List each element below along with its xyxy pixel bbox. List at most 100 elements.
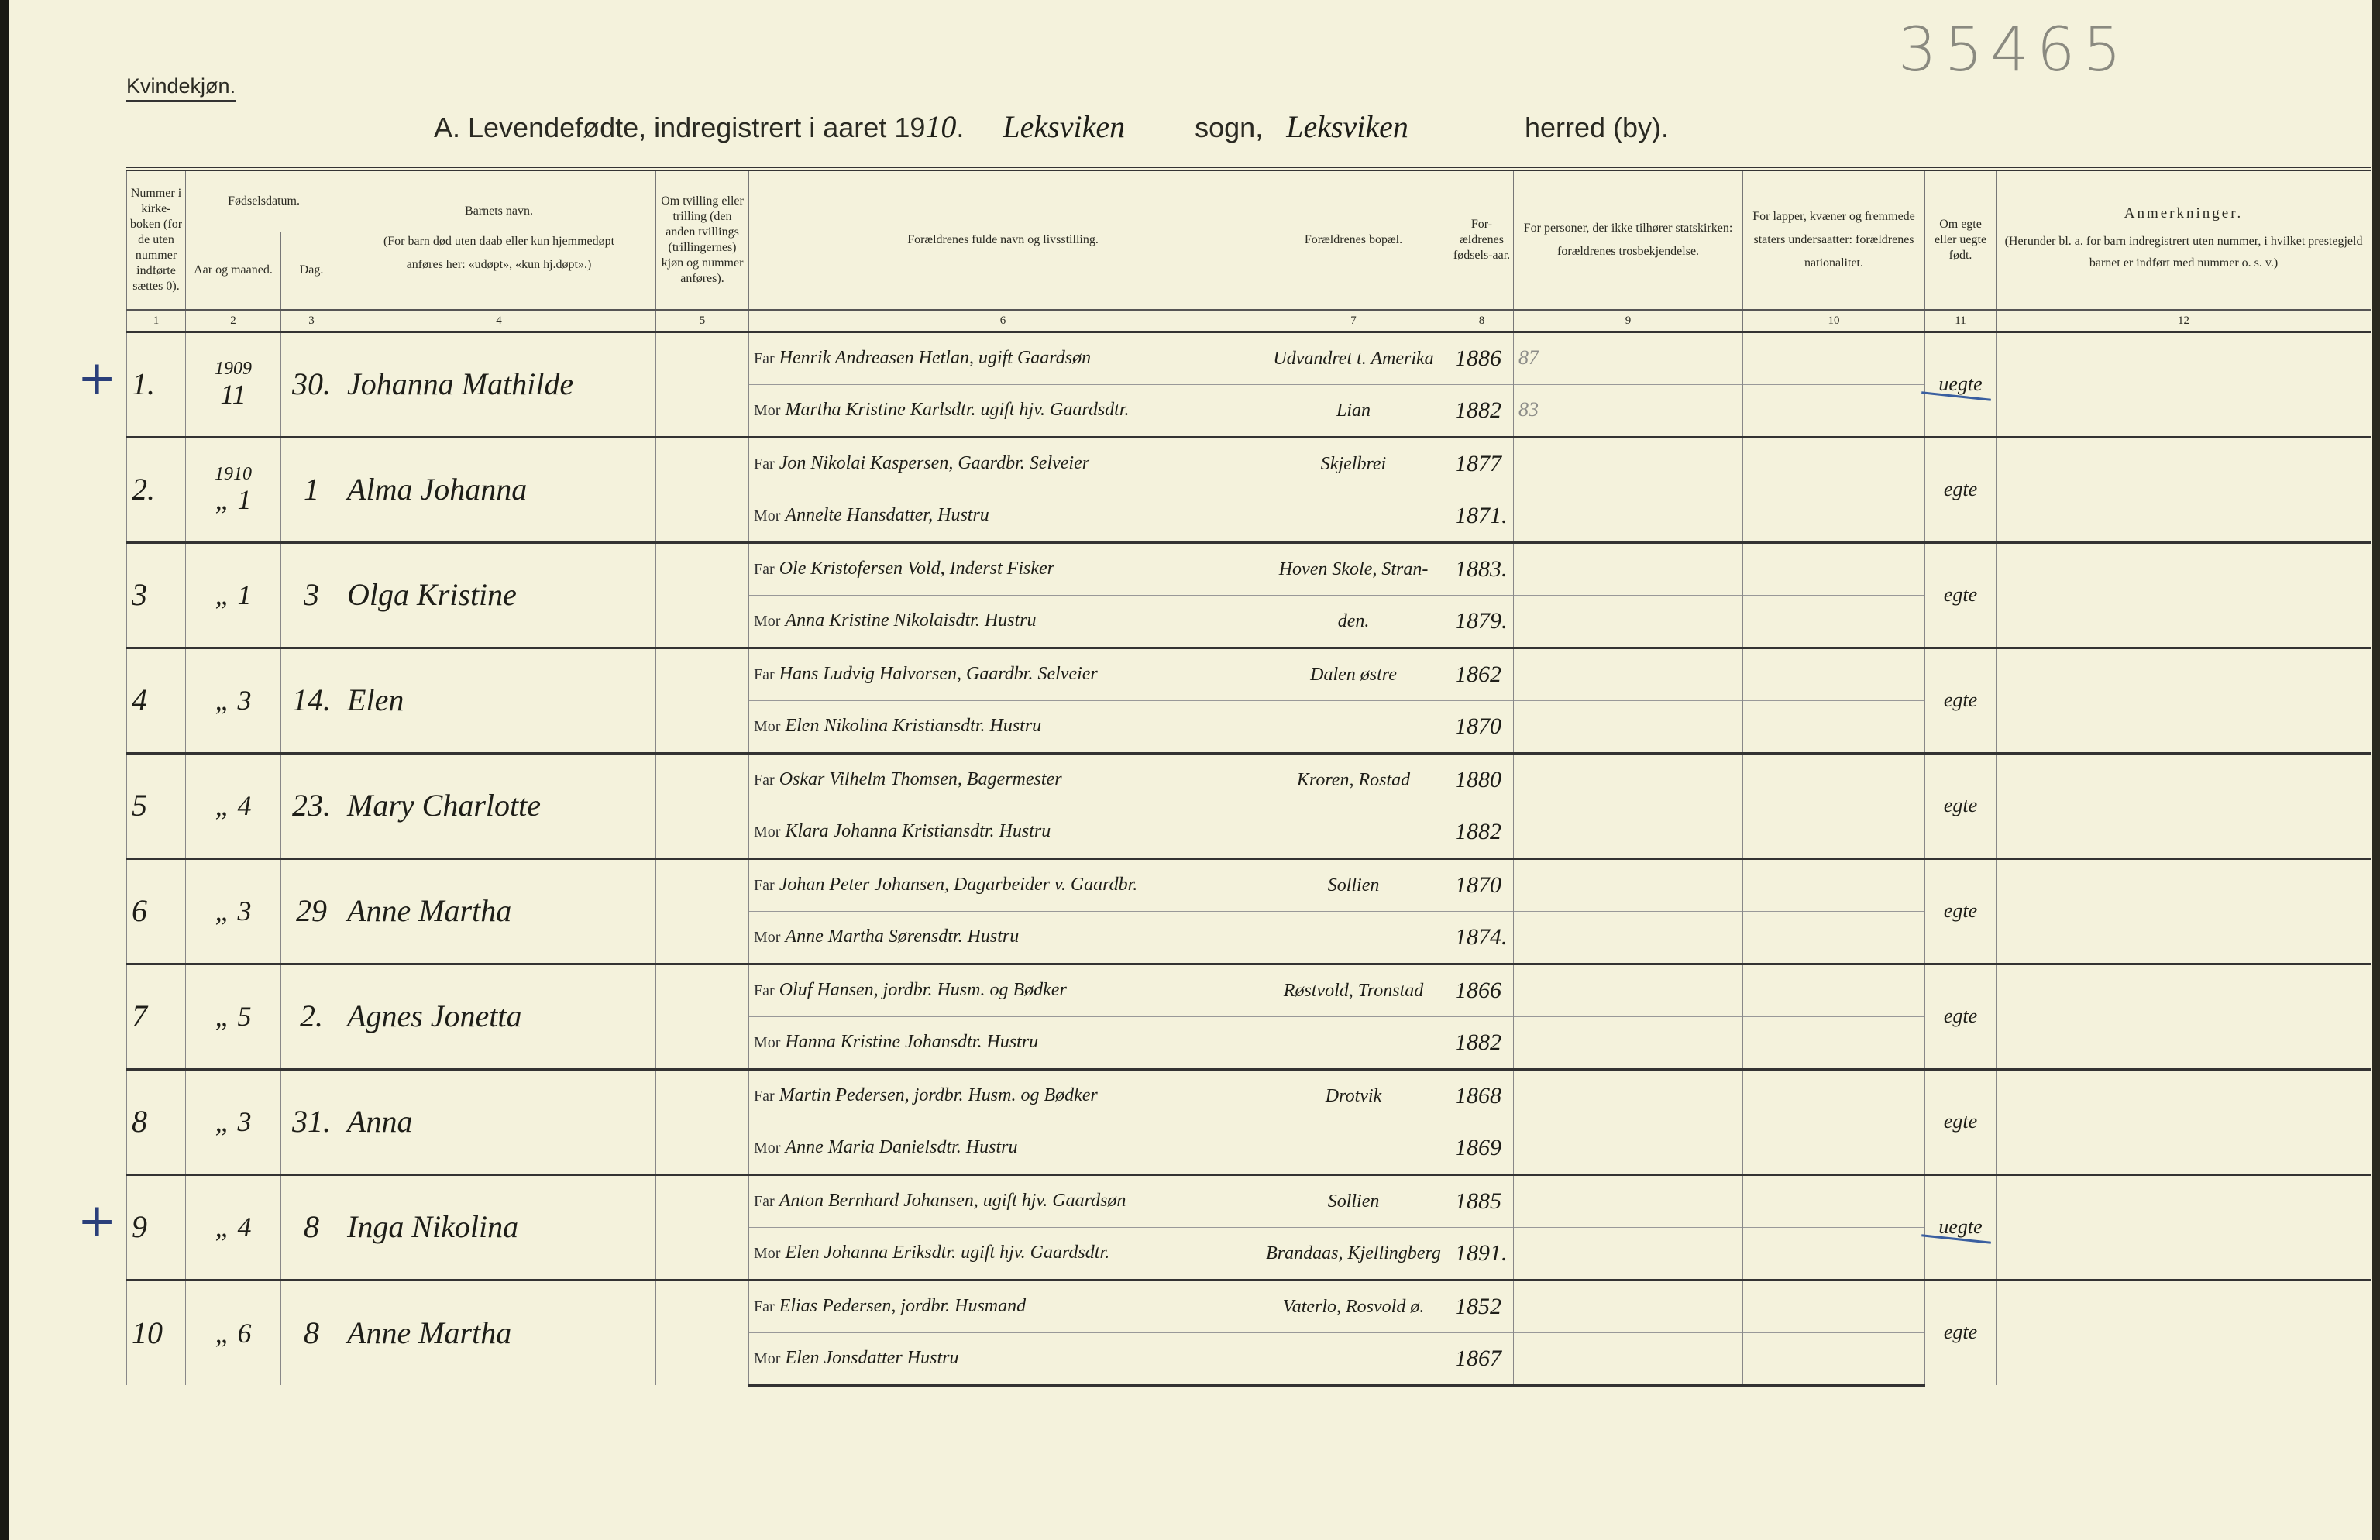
parent-father: Far Johan Peter Johansen, Dagarbeider v. … bbox=[748, 857, 1258, 911]
birth-month: „ 6 bbox=[215, 1317, 252, 1349]
religion-note bbox=[1513, 751, 1744, 806]
birth-month: „ 5 bbox=[215, 1001, 252, 1032]
religion-note bbox=[1513, 857, 1744, 911]
twin-info bbox=[655, 1278, 750, 1385]
legitimacy: uegte bbox=[1924, 330, 1997, 437]
page-title: A. Levendefødte, indregistrert i aaret 1… bbox=[434, 109, 1670, 144]
parent-residence: Drotvik bbox=[1257, 1067, 1451, 1122]
title-prefix: A. Levendefødte, indregistrert i aaret 1… bbox=[434, 112, 926, 143]
remarks bbox=[1996, 962, 2372, 1069]
parent-label: Mor bbox=[754, 929, 781, 946]
nationality bbox=[1742, 330, 1926, 384]
nationality bbox=[1742, 805, 1926, 858]
parish-label: sogn, bbox=[1195, 112, 1264, 143]
parent-name-occupation: Oluf Hansen, jordbr. Husm. og Bødker bbox=[779, 980, 1067, 1000]
parent-residence: Lian bbox=[1257, 383, 1451, 437]
remarks bbox=[1996, 330, 2372, 437]
col-remarks-header: Anmerkninger. (Herunder bl. a. for barn i… bbox=[1996, 167, 2372, 310]
parent-label: Mor bbox=[754, 507, 781, 524]
child-name: Johanna Mathilde bbox=[342, 330, 657, 437]
parent-father: Far Oluf Hansen, jordbr. Husm. og Bødker bbox=[748, 962, 1258, 1016]
parent-father: Far Hans Ludvig Halvorsen, Gaardbr. Selve… bbox=[748, 646, 1258, 700]
column-number: 1 bbox=[126, 308, 186, 332]
parent-father: Far Henrik Andreasen Hetlan, ugift Gaards… bbox=[748, 330, 1258, 384]
parent-mother: Mor Anne Martha Sørensdtr. Hustru bbox=[748, 910, 1258, 964]
parent-name-occupation: Elen Johanna Eriksdtr. ugift hjv. Gaards… bbox=[785, 1243, 1110, 1263]
parent-label: Far bbox=[754, 455, 775, 473]
parent-mother: Mor Elen Nikolina Kristiansdtr. Hustru bbox=[748, 700, 1258, 753]
parent-birth-year: 1886 bbox=[1450, 330, 1515, 384]
column-number: 2 bbox=[185, 308, 281, 332]
legitimacy: egte bbox=[1924, 1067, 1997, 1174]
parent-label: Far bbox=[754, 772, 775, 789]
birth-day: 8 bbox=[280, 1173, 343, 1280]
scan-edge-left bbox=[0, 0, 9, 1540]
religion-note bbox=[1513, 1067, 1744, 1122]
parent-name-occupation: Anne Martha Sørensdtr. Hustru bbox=[785, 926, 1020, 947]
parent-residence: Kroren, Rostad bbox=[1257, 751, 1451, 806]
nationality bbox=[1742, 751, 1926, 806]
col-residence-header: Forældrenes bopæl. bbox=[1257, 167, 1451, 310]
parent-residence: Hoven Skole, Stran- bbox=[1257, 541, 1451, 595]
table-row-mother: Mor Anna Kristine Nikolaisdtr. Hustru den.… bbox=[127, 594, 2371, 648]
parent-birth-year: 1880 bbox=[1450, 751, 1515, 806]
parent-label: Mor bbox=[754, 1350, 781, 1367]
religion-note bbox=[1513, 962, 1744, 1016]
table-row-father: 1. 1909 11 30. Johanna Mathilde Far Henrik And… bbox=[126, 330, 2372, 437]
parent-label: Far bbox=[754, 350, 775, 367]
parent-label: Mor bbox=[754, 718, 781, 735]
district-handwritten: Leksviken bbox=[1286, 109, 1408, 144]
parent-birth-year: 1891. bbox=[1450, 1226, 1515, 1280]
parent-birth-year: 1882 bbox=[1450, 1016, 1515, 1069]
religion-note bbox=[1513, 1332, 1744, 1387]
birth-month: 11 bbox=[220, 379, 246, 410]
parent-name-occupation: Jon Nikolai Kaspersen, Gaardbr. Selveier bbox=[779, 453, 1090, 473]
parent-residence: Sollien bbox=[1257, 1173, 1451, 1227]
table-row-father: 7 „ 5 2. Agnes Jonetta Far Oluf Hansen, jordb… bbox=[126, 962, 2372, 1069]
parent-residence: Brandaas, Kjellingberg bbox=[1257, 1226, 1451, 1280]
table-row-father: 8 „ 3 31. Anna Far Martin Pedersen, jordbr. H… bbox=[126, 1067, 2372, 1174]
birth-day: 31. bbox=[280, 1067, 343, 1174]
table-row-mother: Mor Klara Johanna Kristiansdtr. Hustru 188… bbox=[127, 805, 2371, 858]
child-name: Anna bbox=[342, 1067, 657, 1174]
child-name: Olga Kristine bbox=[342, 541, 657, 648]
entry-number: 9 bbox=[126, 1173, 186, 1280]
parent-name-occupation: Henrik Andreasen Hetlan, ugift Gaardsøn bbox=[779, 348, 1092, 368]
parent-mother: Mor Elen Johanna Eriksdtr. ugift hjv. Gaa… bbox=[748, 1226, 1258, 1280]
table-row-mother: Mor Elen Jonsdatter Hustru 1867 bbox=[127, 1332, 2371, 1387]
parent-name-occupation: Elias Pedersen, jordbr. Husmand bbox=[779, 1296, 1027, 1316]
entry-number: 6 bbox=[126, 857, 186, 964]
table-row-mother: Mor Anne Martha Sørensdtr. Hustru 1874. bbox=[127, 910, 2371, 964]
column-number: 7 bbox=[1257, 308, 1451, 332]
parent-name-occupation: Martha Kristine Karlsdtr. ugift hjv. Gaa… bbox=[785, 400, 1130, 420]
child-name-note: (For barn død uten daab eller kun hjemme… bbox=[383, 234, 615, 271]
parent-label: Far bbox=[754, 877, 775, 894]
child-name: Inga Nikolina bbox=[342, 1173, 657, 1280]
table-row-father: 9 „ 4 8 Inga Nikolina Far Anton Bernhard Joha… bbox=[126, 1173, 2372, 1280]
sex-label: Kvindekjøn. bbox=[126, 74, 236, 102]
table-row-father: 6 „ 3 29 Anne Martha Far Johan Peter Johansen… bbox=[126, 857, 2372, 964]
nationality bbox=[1742, 383, 1926, 437]
twin-info bbox=[655, 857, 750, 964]
remarks bbox=[1996, 1067, 2372, 1174]
column-number: 10 bbox=[1742, 308, 1926, 332]
child-name: Mary Charlotte bbox=[342, 751, 657, 858]
column-number: 5 bbox=[655, 308, 750, 332]
parent-label: Mor bbox=[754, 1034, 781, 1051]
parent-mother: Mor Annelte Hansdatter, Hustru bbox=[748, 489, 1258, 542]
religion-note bbox=[1513, 700, 1744, 753]
nationality bbox=[1742, 541, 1926, 595]
religion-note bbox=[1513, 910, 1744, 964]
parent-birth-year: 1862 bbox=[1450, 646, 1515, 700]
parent-residence: Røstvold, Tronstad bbox=[1257, 962, 1451, 1016]
twin-info bbox=[655, 330, 750, 437]
parent-label: Far bbox=[754, 561, 775, 578]
religion-note bbox=[1513, 646, 1744, 700]
parent-label: Far bbox=[754, 1088, 775, 1105]
religion-note: 87 bbox=[1513, 330, 1744, 384]
parent-label: Mor bbox=[754, 1245, 781, 1262]
table-row-mother: Mor Martha Kristine Karlsdtr. ugift hjv. … bbox=[127, 383, 2371, 437]
birth-day: 1 bbox=[280, 435, 343, 542]
twin-info bbox=[655, 1067, 750, 1174]
parent-mother: Mor Klara Johanna Kristiansdtr. Hustru bbox=[748, 805, 1258, 858]
